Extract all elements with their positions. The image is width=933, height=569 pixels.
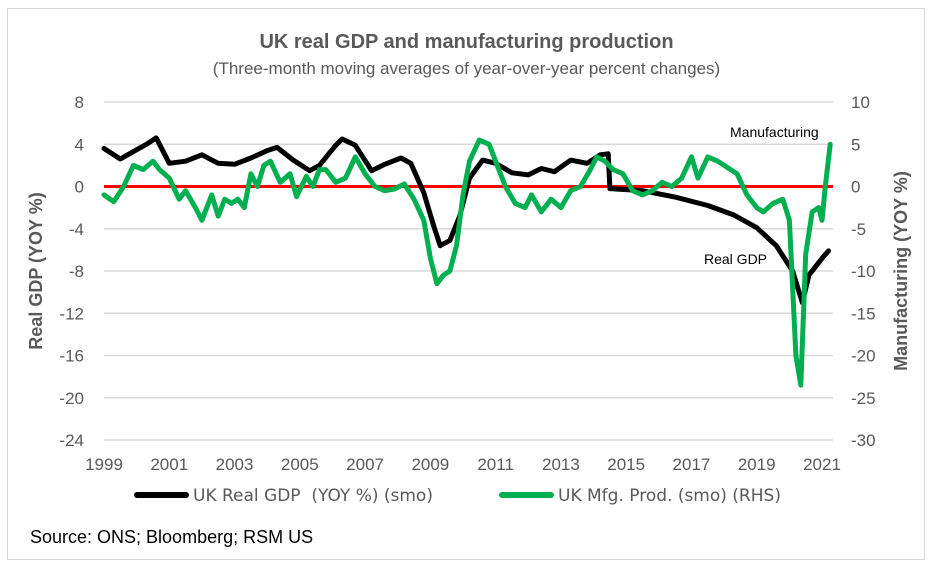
y-tick-label: -12 — [59, 304, 84, 323]
y-tick-label: -8 — [69, 262, 84, 281]
y2-tick-label: -30 — [851, 431, 876, 450]
legend-label-mfg: UK Mfg. Prod. (smo) (RHS) — [558, 486, 781, 506]
series-line-manufacturing — [101, 137, 833, 388]
y-tick-label: -4 — [69, 220, 84, 239]
y-tick-label: -24 — [59, 431, 84, 450]
y2-tick-label: -5 — [851, 220, 866, 239]
annotation-manufacturing: Manufacturing — [730, 124, 819, 140]
gridlines — [104, 101, 833, 441]
chart-frame — [7, 8, 925, 560]
y-axis-right-ticks: 10 5 0 -5 -10 -15 -20 -25 -30 — [851, 93, 876, 450]
x-tick-label: 2019 — [738, 455, 776, 474]
x-tick-label: 2021 — [803, 455, 841, 474]
x-tick-label: 2013 — [542, 455, 580, 474]
y-tick-label: 0 — [75, 178, 84, 197]
y2-tick-label: 5 — [851, 135, 860, 154]
y2-tick-label: -15 — [851, 304, 876, 323]
x-axis-ticks: 1999 2001 2003 2005 2007 2009 2011 2013 2015 2017… — [85, 455, 841, 474]
annotation-real-gdp: Real GDP — [704, 251, 767, 267]
x-tick-label: 1999 — [85, 455, 123, 474]
y-axis-right-title: Manufacturing (YOY %) — [891, 171, 911, 371]
x-tick-label: 2001 — [150, 455, 188, 474]
y-axis-left-title: Real GDP (YOY %) — [26, 192, 46, 349]
chart-title: UK real GDP and manufacturing production — [259, 31, 674, 53]
chart-subtitle: (Three-month moving averages of year-ove… — [212, 59, 721, 78]
legend-label-gdp: UK Real GDP (YOY %) (smo) — [193, 486, 433, 506]
y2-tick-label: -25 — [851, 389, 876, 408]
y2-tick-label: -10 — [851, 262, 876, 281]
x-tick-label: 2015 — [607, 455, 645, 474]
y2-tick-label: 10 — [851, 93, 870, 112]
y2-tick-label: 0 — [851, 178, 860, 197]
x-tick-label: 2011 — [477, 455, 514, 474]
x-tick-label: 2005 — [281, 455, 319, 474]
series-line-real-gdp — [101, 135, 831, 306]
y-tick-label: 4 — [75, 135, 84, 154]
x-tick-label: 2003 — [216, 455, 254, 474]
x-tick-label: 2017 — [673, 455, 711, 474]
series-lines — [101, 135, 833, 388]
y-axis-left-ticks: 8 4 0 -4 -8 -12 -16 -20 -24 — [59, 93, 84, 450]
y-tick-label: -20 — [59, 389, 84, 408]
y-tick-label: -16 — [59, 347, 84, 366]
y2-tick-label: -20 — [851, 347, 876, 366]
x-tick-label: 2007 — [346, 455, 384, 474]
legend: UK Real GDP (YOY %) (smo) UK Mfg. Prod. … — [134, 486, 781, 506]
x-tick-label: 2009 — [411, 455, 449, 474]
y-tick-label: 8 — [75, 93, 84, 112]
source-note: Source: ONS; Bloomberg; RSM US — [30, 527, 314, 547]
